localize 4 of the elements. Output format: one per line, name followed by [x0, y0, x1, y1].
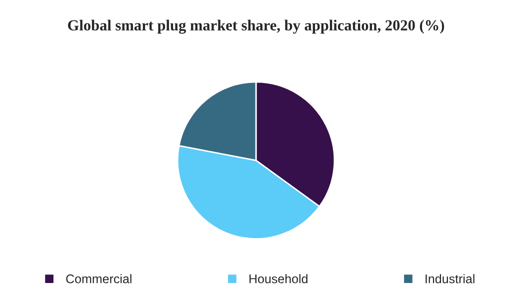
legend-label: Household — [249, 274, 308, 284]
legend-label: Commercial — [66, 274, 132, 284]
legend-label: Industrial — [426, 274, 474, 284]
chart-title: Global smart plug market share, by application, 2020 (%) — [68, 20, 444, 34]
